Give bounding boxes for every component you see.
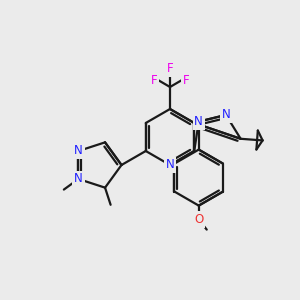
Text: O: O — [194, 213, 203, 226]
Text: N: N — [74, 172, 83, 185]
Text: N: N — [74, 145, 83, 158]
Text: N: N — [222, 109, 230, 122]
Text: N: N — [166, 158, 174, 172]
Text: F: F — [151, 74, 157, 86]
Text: F: F — [183, 74, 189, 86]
Text: N: N — [194, 115, 203, 128]
Text: F: F — [167, 62, 173, 76]
